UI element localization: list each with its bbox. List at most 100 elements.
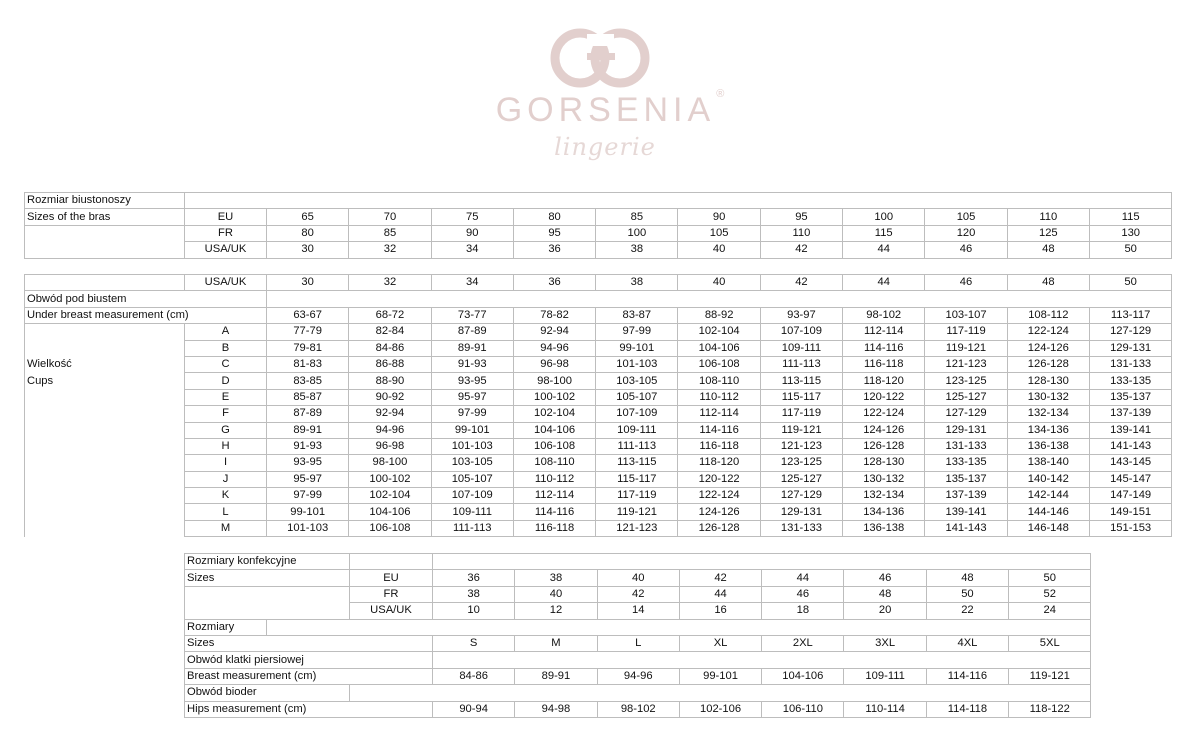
cup-value: 86-88 [348,355,432,374]
table-row: M 101-103 106-108 111-113 116-118 121-123 126-… [24,519,1173,538]
cup-letter: B [184,339,267,357]
size-value: 100 [595,224,679,243]
cup-value: 136-138 [1006,437,1090,456]
under-breast-value: 78-82 [512,306,597,325]
hips-value: 118-122 [1008,700,1092,718]
size-system-label: FR [349,585,433,604]
empty-cell [348,684,1092,702]
cup-value: 82-84 [348,323,432,341]
band-size: 44 [842,273,926,292]
empty-cell [431,651,1092,669]
cup-value: 98-100 [348,454,432,472]
size-value: 42 [596,585,680,604]
cup-value: 127-129 [924,405,1008,423]
size-value: 42 [678,569,763,587]
empty-cell [24,471,185,488]
size-value: 36 [512,241,597,259]
cup-value: 137-139 [1088,405,1173,423]
bra-sizes-title-pl: Rozmiar biustonoszy [24,191,185,210]
table-row: F 87-89 92-94 97-99 102-104 107-109 112-114 117… [24,405,1173,423]
under-breast-value: 73-77 [430,306,514,325]
cup-value: 113-115 [759,372,844,390]
breast-value: 89-91 [514,667,598,686]
cup-value: 143-145 [1088,454,1173,472]
cup-value: 97-99 [265,487,350,505]
cup-value: 124-126 [842,421,926,439]
cup-value: 128-130 [842,454,926,472]
size-value: 120 [924,224,1008,243]
cup-value: 104-106 [348,503,432,521]
table-row: Under breast measurement (cm) 63-67 68-72 7… [24,306,1173,325]
cup-value: 102-104 [348,487,432,505]
cup-value: 139-141 [1088,421,1173,439]
cup-value: 109-111 [759,339,844,357]
letter-size: 4XL [925,634,1010,653]
cup-value: 106-108 [348,519,432,538]
size-value: 30 [265,241,350,259]
size-value: 95 [759,208,844,226]
empty-cell [24,405,185,423]
cup-value: 105-107 [430,470,514,489]
cup-value: 99-101 [595,339,679,357]
clothing-title-en: Sizes [184,569,350,587]
size-value: 40 [596,569,680,587]
size-value: 10 [431,602,516,620]
cup-value: 126-128 [842,437,926,456]
empty-cell [24,438,185,455]
size-value: 90 [677,208,761,226]
clothing-title-pl: Rozmiary konfekcyjne [184,552,350,571]
cup-value: 127-129 [759,487,844,505]
table-row: USA/UK 30 32 34 36 38 40 42 44 46 48 50 [25,241,1173,259]
band-size: 48 [1006,273,1090,292]
breast-value: 119-121 [1008,667,1092,686]
empty-cell [24,503,185,521]
cup-value: 99-101 [265,503,350,521]
cup-value: 124-126 [677,503,761,521]
cup-value: 133-135 [924,454,1008,472]
size-value: 80 [265,224,350,243]
size-value: 22 [925,602,1010,620]
sizes-title-pl: Rozmiary [184,618,267,636]
cup-value: 119-121 [595,503,679,521]
size-value: 48 [843,585,927,604]
cup-value: 114-116 [512,503,597,521]
cup-value: 79-81 [265,339,350,357]
size-value: 115 [842,224,926,243]
cup-value: 100-102 [512,388,597,407]
size-value: 95 [512,224,597,243]
table-row: USA/UK 30 32 34 36 38 40 42 44 46 48 50 [24,273,1173,292]
cup-value: 108-110 [512,454,597,472]
size-value: 16 [678,602,763,620]
size-value: 40 [677,241,761,259]
empty-cell [431,552,1092,571]
gorsenia-logo: GORSENIA ® lingerie [470,20,750,170]
cup-value: 110-112 [677,388,761,407]
size-value: 125 [1006,224,1090,243]
cup-value: 133-135 [1088,372,1173,390]
cup-value: 88-90 [348,372,432,390]
cup-value: 144-146 [1006,503,1090,521]
cup-value: 115-117 [759,388,844,407]
empty-cell [24,422,185,439]
table-row: FR 80 85 90 95 100 105 110 115 120 125 130 [24,224,1173,259]
cup-value: 117-119 [595,487,679,505]
under-breast-value: 98-102 [842,306,926,325]
cup-value: 120-122 [677,470,761,489]
cup-value: 108-110 [677,372,761,390]
cup-value: 131-133 [1088,355,1173,374]
band-size: 32 [348,273,432,292]
cup-value: 112-114 [677,405,761,423]
cup-value: 104-106 [512,421,597,439]
cup-value: 94-96 [512,339,597,357]
empty-cell [24,487,185,504]
size-value: 44 [761,569,845,587]
cup-value: 109-111 [595,421,679,439]
cup-value: 131-133 [759,519,844,538]
letter-size: XL [678,634,763,653]
cup-letter: C [184,355,267,374]
brand-line: GORSENIA ® [470,88,750,130]
cup-value: 100-102 [348,470,432,489]
hips-value: 94-98 [514,700,598,718]
cup-value: 89-91 [430,339,514,357]
band-size: 40 [677,273,761,292]
